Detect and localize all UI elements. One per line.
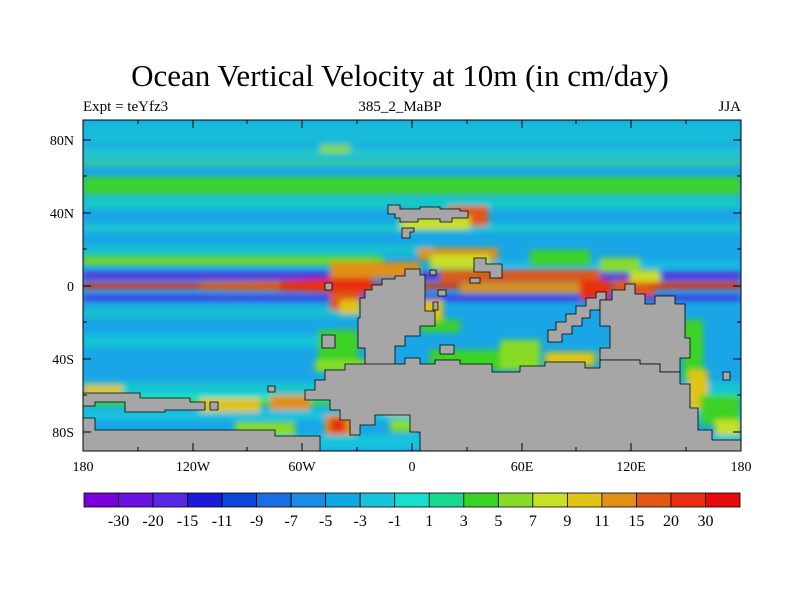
lon-tick-label: 180 bbox=[731, 460, 752, 475]
colorbar-swatch bbox=[636, 492, 672, 508]
lat-tick-label: 80N bbox=[50, 134, 74, 149]
land-equatorial-islet bbox=[324, 282, 333, 291]
colorbar-label: 5 bbox=[494, 513, 502, 530]
season-label: JJA bbox=[718, 99, 741, 115]
lat-tick-label: 40N bbox=[50, 207, 74, 222]
land-north-islet bbox=[437, 289, 447, 297]
lon-tick-label: 120E bbox=[616, 460, 646, 475]
colorbar-label: 20 bbox=[663, 513, 679, 530]
colorbar-label: -20 bbox=[142, 513, 163, 530]
colorbar-label: -3 bbox=[354, 513, 367, 530]
colorbar-swatch bbox=[290, 492, 327, 508]
colorbar-swatch bbox=[187, 492, 223, 508]
colorbar-label: -7 bbox=[284, 513, 297, 530]
land-islet bbox=[267, 385, 276, 393]
colorbar-swatch bbox=[256, 492, 292, 508]
plot-title: Ocean Vertical Velocity at 10m (in cm/da… bbox=[131, 58, 669, 93]
colorbar-swatch bbox=[221, 492, 258, 508]
land-islet bbox=[439, 344, 455, 355]
lat-tick-label: 40S bbox=[52, 353, 74, 368]
land-north-islet bbox=[401, 227, 415, 239]
experiment-label: Expt = teYfz3 bbox=[83, 99, 169, 115]
land-south-west bbox=[83, 392, 206, 413]
colorbar-swatch bbox=[325, 492, 361, 508]
period-label: 385_2_MaBP bbox=[358, 99, 442, 115]
map-area bbox=[83, 120, 741, 451]
colorbar-label: 11 bbox=[594, 513, 609, 530]
colorbar: -30 -20 -15 -11 -9 -7 -5 -3 -1 1 3 5 7 9 11 15 20 30 bbox=[83, 492, 741, 530]
lat-tick-label: 80S bbox=[52, 426, 74, 441]
lon-tick-label: 60E bbox=[511, 460, 534, 475]
colorbar-label: -11 bbox=[212, 513, 233, 530]
colorbar-swatch bbox=[670, 492, 706, 508]
colorbar-swatch bbox=[566, 492, 603, 508]
land-north-islet bbox=[473, 257, 503, 279]
colorbar-label: 3 bbox=[460, 513, 468, 530]
land-islet bbox=[321, 334, 336, 349]
colorbar-swatch bbox=[359, 492, 396, 508]
colorbar-swatch bbox=[532, 492, 568, 508]
land-islet bbox=[722, 371, 731, 381]
colorbar-label: -15 bbox=[177, 513, 198, 530]
colorbar-swatch bbox=[463, 492, 499, 508]
colorbar-label: -1 bbox=[388, 513, 401, 530]
lon-tick-label: 0 bbox=[409, 460, 416, 475]
land-islet bbox=[432, 301, 439, 311]
colorbar-swatch bbox=[118, 492, 154, 508]
colorbar-swatch bbox=[428, 492, 465, 508]
land-islet bbox=[209, 401, 219, 411]
lat-axis bbox=[83, 139, 741, 433]
lat-tick-label: 0 bbox=[67, 280, 74, 295]
land-masses bbox=[83, 204, 741, 451]
colorbar-label: 9 bbox=[563, 513, 571, 530]
land-south-main bbox=[304, 357, 741, 451]
colorbar-swatch bbox=[394, 492, 430, 508]
colorbar-label: -30 bbox=[108, 513, 129, 530]
land-north-islet bbox=[469, 277, 481, 284]
colorbar-swatch bbox=[601, 492, 637, 508]
lon-tick-label: 60W bbox=[288, 460, 316, 475]
colorbar-label: 1 bbox=[425, 513, 433, 530]
colorbar-swatch bbox=[152, 492, 188, 508]
colorbar-swatch bbox=[497, 492, 534, 508]
land-south-southwest bbox=[83, 417, 321, 451]
land-north-block bbox=[387, 204, 469, 223]
lon-tick-label: 120W bbox=[176, 460, 211, 475]
colorbar-swatch bbox=[83, 492, 119, 508]
land-east-block bbox=[599, 283, 691, 373]
colorbar-label: -9 bbox=[250, 513, 263, 530]
land-africa-block bbox=[357, 268, 436, 373]
lon-axis bbox=[137, 120, 687, 451]
colorbar-label: 15 bbox=[628, 513, 644, 530]
land-islet bbox=[429, 269, 437, 276]
colorbar-swatch bbox=[705, 492, 741, 508]
colorbar-label: -5 bbox=[319, 513, 332, 530]
lon-tick-label: 180 bbox=[73, 460, 94, 475]
colorbar-label: 30 bbox=[697, 513, 713, 530]
colorbar-label: 7 bbox=[529, 513, 537, 530]
